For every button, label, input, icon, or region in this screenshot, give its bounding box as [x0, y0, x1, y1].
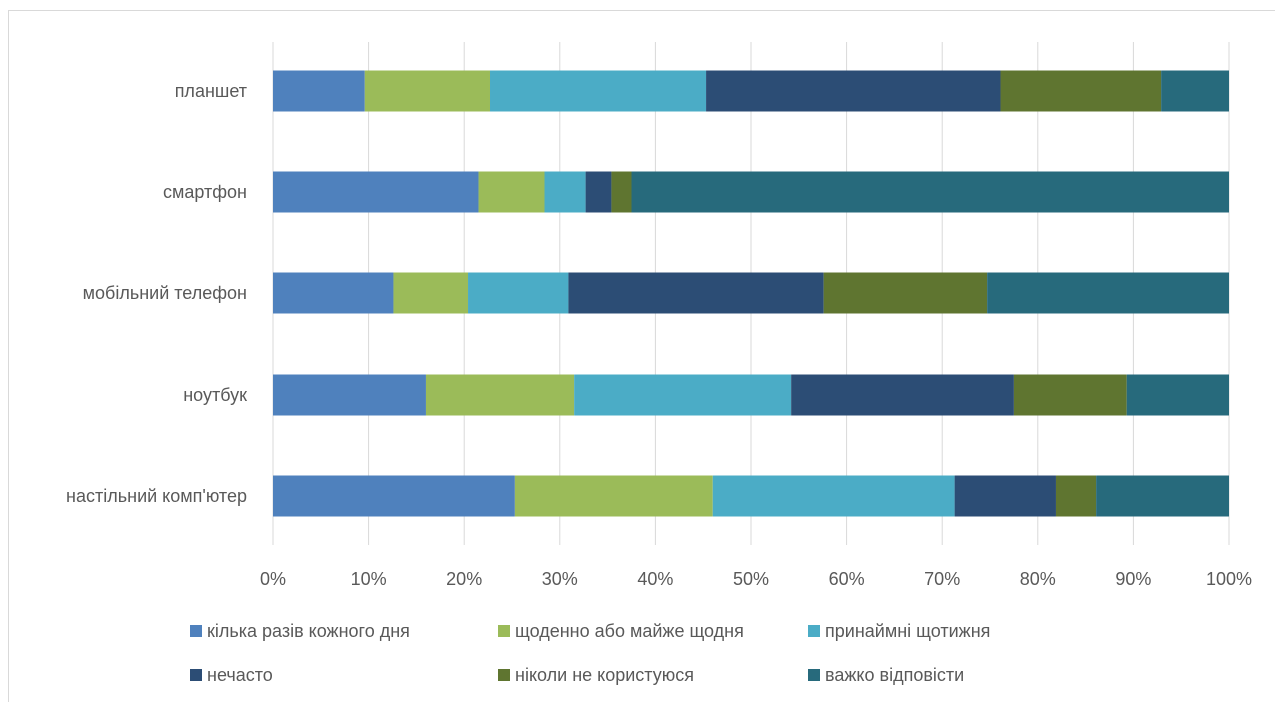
legend-swatch — [190, 625, 202, 637]
bar-segment — [544, 171, 586, 213]
bar-segment — [954, 475, 1056, 517]
legend-label: принаймні щотижня — [825, 621, 990, 641]
bar-segment — [478, 171, 545, 213]
bar-segment — [1055, 475, 1097, 517]
bar-segment — [273, 70, 365, 112]
bar-segment — [273, 171, 479, 213]
x-tick-label: 10% — [351, 569, 387, 589]
x-tick-label: 0% — [260, 569, 286, 589]
x-tick-label: 50% — [733, 569, 769, 589]
legend-label: ніколи не користуюся — [515, 665, 694, 685]
bar-segment — [1161, 70, 1229, 112]
bar-segment — [1126, 374, 1229, 416]
bar-segment — [791, 374, 1014, 416]
category-labels: планшет смартфон мобільний телефон ноутбук… — [66, 81, 247, 506]
legend-label: важко відповісти — [825, 665, 964, 685]
category-label: ноутбук — [183, 385, 247, 405]
legend-label: щоденно або майже щодня — [515, 621, 744, 641]
x-axis-ticks: 0% 10% 20% 30% 40% 50% 60% 70% 80% 90% 100% — [260, 569, 1252, 589]
bar-segment — [611, 171, 632, 213]
bar-segment — [1096, 475, 1229, 517]
legend-swatch — [498, 669, 510, 681]
legend-label: кілька разів кожного дня — [207, 621, 410, 641]
legend: кілька разів кожного дня щоденно або майж… — [190, 621, 990, 685]
bar-segment — [425, 374, 575, 416]
x-tick-label: 60% — [829, 569, 865, 589]
bar-segment — [585, 171, 612, 213]
bar-segment — [574, 374, 792, 416]
bar-segment — [712, 475, 955, 517]
bar-segment — [273, 475, 515, 517]
chart-frame — [8, 10, 1275, 702]
bar-segment — [273, 272, 394, 314]
category-label: мобільний телефон — [83, 283, 247, 303]
x-tick-label: 80% — [1020, 569, 1056, 589]
bar-segment — [1013, 374, 1127, 416]
x-tick-label: 30% — [542, 569, 578, 589]
bar-segment — [706, 70, 1001, 112]
bar-segment — [823, 272, 988, 314]
bar-segment — [987, 272, 1229, 314]
bar-segment — [468, 272, 569, 314]
x-tick-label: 100% — [1206, 569, 1252, 589]
bar-segment — [631, 171, 1229, 213]
category-label: настільний комп'ютер — [66, 486, 247, 506]
category-label: планшет — [175, 81, 247, 101]
legend-swatch — [190, 669, 202, 681]
x-tick-label: 40% — [637, 569, 673, 589]
x-tick-label: 20% — [446, 569, 482, 589]
legend-label: нечасто — [207, 665, 273, 685]
bar-segment — [1000, 70, 1162, 112]
bar-segment — [273, 374, 426, 416]
bar-segment — [393, 272, 469, 314]
legend-swatch — [498, 625, 510, 637]
bar-segment — [364, 70, 491, 112]
category-label: смартфон — [163, 182, 247, 202]
legend-swatch — [808, 625, 820, 637]
bar-segment — [490, 70, 707, 112]
legend-swatch — [808, 669, 820, 681]
x-tick-label: 90% — [1115, 569, 1151, 589]
bar-segment — [514, 475, 713, 517]
bars — [273, 70, 1229, 517]
bar-segment — [568, 272, 824, 314]
x-tick-label: 70% — [924, 569, 960, 589]
